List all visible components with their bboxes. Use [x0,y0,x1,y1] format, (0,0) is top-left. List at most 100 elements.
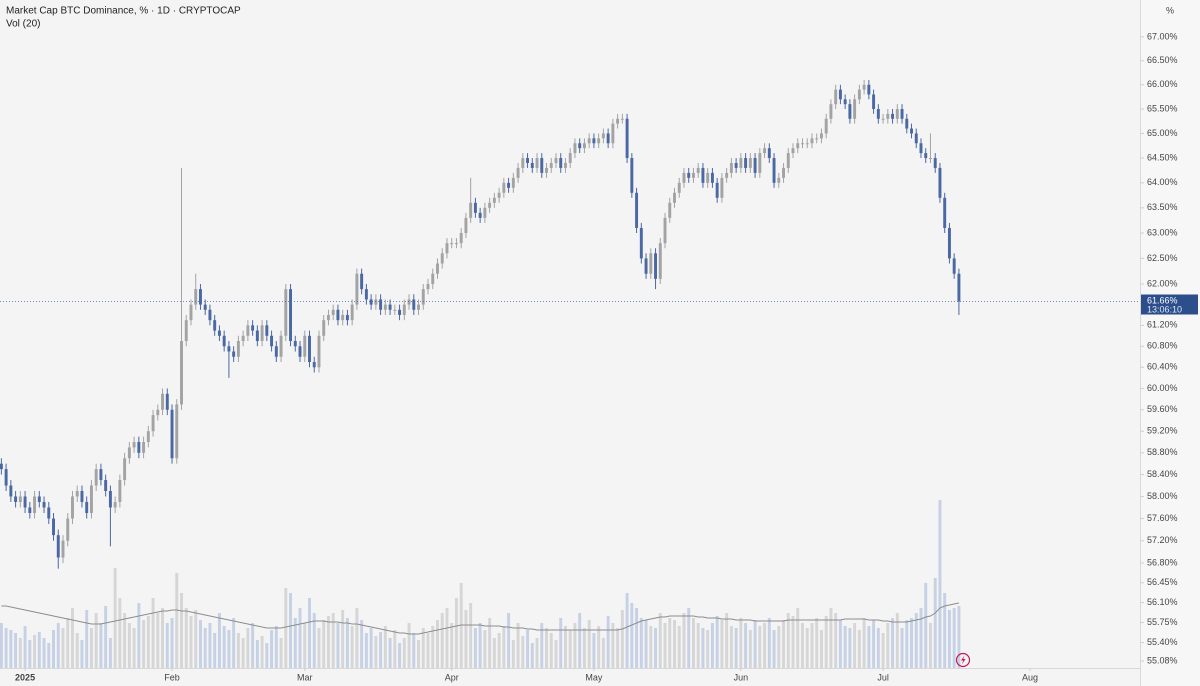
volume-layer [0,500,961,668]
candle-body [559,158,563,168]
volume-bar [127,623,131,668]
candle-body [805,143,809,145]
volume-bar [0,623,3,668]
candle-body [42,501,46,508]
volume-bar [862,618,866,668]
candle-body [668,202,672,218]
candle-body [952,258,956,274]
volume-bar [217,613,221,668]
volume-bar [516,623,520,668]
volume-bar [848,628,852,668]
candle-body [720,177,724,198]
candle-body [582,143,586,149]
volume-ma-line [1,602,960,635]
volume-bar [175,573,179,668]
lightning-icon[interactable] [955,652,971,668]
candle-body [630,158,634,193]
volume-bar [611,623,615,668]
x-tick-label: Mar [297,672,313,682]
volume-bar [308,598,311,668]
volume-bar [549,633,553,668]
volume-bar [492,638,496,668]
volume-bar [502,626,506,668]
candle-body [886,113,890,119]
volume-bar [203,628,207,668]
candle-body [777,177,781,183]
volume-bar [317,628,321,668]
volume-bar [417,640,420,668]
candle-body [943,197,947,228]
candle-body [170,409,174,459]
candle-body [393,309,397,311]
volume-bar [213,633,217,668]
y-tick-label: 62.50% [1147,253,1178,263]
volume-bar [42,638,46,668]
candle-body [592,138,596,144]
candle-body [682,172,686,183]
candle-body [691,172,695,178]
candle-body [251,325,255,331]
chart-title: Market Cap BTC Dominance, % · 1D · CRYPT… [6,6,241,17]
volume-bar [521,636,525,668]
countdown-label: 13:06:10 [1147,304,1182,314]
volume-bar [682,613,686,668]
volume-bar [450,623,454,668]
y-tick-label: 58.40% [1147,469,1178,479]
volume-bar [180,593,183,668]
volume-bar [255,640,259,668]
candle-body [383,304,387,310]
volume-bar [355,608,359,668]
candle-body [37,496,41,502]
candle-body [66,518,70,541]
volume-bar [298,608,302,668]
volume-bar [426,633,430,668]
last-price-box [1141,294,1198,315]
candle-body [374,299,378,305]
volume-bar [753,620,757,668]
candle-body [194,289,198,305]
candle-body [175,404,179,459]
candle-body [407,299,411,305]
volume-bar [194,610,198,668]
candle-body [431,273,435,284]
candle-body [507,182,511,188]
x-tick-label: Aug [1022,672,1038,682]
volume-bar [891,618,895,668]
volume-bar [431,626,435,668]
x-tick-label: Feb [164,672,180,682]
candle-body [213,320,217,331]
axis-unit[interactable]: % [1166,5,1174,15]
volume-bar [118,598,122,668]
candle-body [924,153,928,159]
candle-body [56,535,60,558]
candle-body [180,341,183,405]
volume-bar [535,638,539,668]
volume-bar [710,623,714,668]
candle-body [227,346,231,352]
volume-bar [189,616,193,668]
volume-bar [748,630,752,668]
volume-bar [943,593,947,668]
candle-body [454,243,458,245]
candle-body [554,158,558,163]
candle-body [587,138,591,144]
volume-bar [161,608,165,668]
candle-body [255,330,259,342]
candle-body [75,490,79,497]
candle-body [208,309,212,321]
volume-bar [668,618,672,668]
volume-bar [52,630,55,668]
icon-bolt [961,655,966,665]
candle-body [530,162,534,168]
y-tick-label: 55.40% [1147,637,1178,647]
volume-bar [696,623,700,668]
y-tick-label: 60.40% [1147,362,1178,372]
volume-bar [14,633,18,668]
candle-body [488,202,492,208]
volume-bar [639,618,643,668]
candle-body [236,341,240,357]
volume-bar [507,613,511,668]
candle-body [217,330,221,336]
volume-bar [326,616,330,668]
candle-body [772,158,776,183]
